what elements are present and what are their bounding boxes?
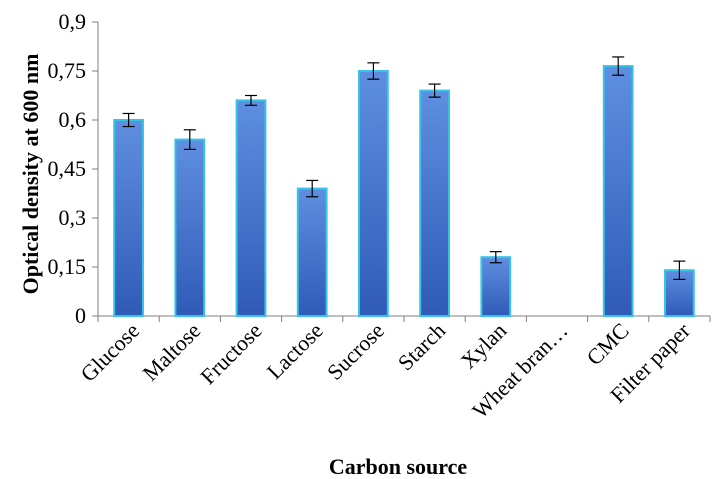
- bars: [113, 65, 695, 318]
- error-bars: [122, 56, 686, 281]
- y-tick-labels: 0 0,15 0,3 0,45 0,6 0,75 0,9: [48, 9, 87, 328]
- bar: [174, 138, 206, 317]
- y-tick-label: 0,9: [59, 9, 87, 34]
- bar: [113, 119, 144, 317]
- y-tick-label: 0,6: [59, 107, 87, 132]
- y-axis-title: Optical density at 600 nm: [18, 54, 43, 295]
- bar: [419, 89, 450, 317]
- y-tick-label: 0,45: [48, 156, 87, 181]
- bar: [235, 99, 267, 318]
- x-tick-label: Sucrose: [322, 318, 389, 385]
- x-tick-label: Glucose: [75, 318, 144, 387]
- x-axis-title: Carbon source: [329, 454, 468, 479]
- bar: [480, 256, 512, 318]
- x-tick-label: Maltose: [138, 318, 206, 386]
- bar: [358, 70, 389, 317]
- y-tick-label: 0,15: [48, 254, 87, 279]
- x-tick-label: Fructose: [195, 318, 266, 389]
- x-tick-label: CMC: [581, 318, 633, 370]
- bar: [602, 65, 634, 317]
- y-tick-label: 0: [75, 303, 86, 328]
- y-tick-label: 0,3: [59, 205, 87, 230]
- bar: [296, 187, 328, 318]
- y-tick-label: 0,75: [48, 58, 87, 83]
- x-tick-label: Xylan: [456, 318, 512, 374]
- x-tick-label: Starch: [393, 318, 450, 375]
- x-tick-label: Lactose: [262, 318, 328, 384]
